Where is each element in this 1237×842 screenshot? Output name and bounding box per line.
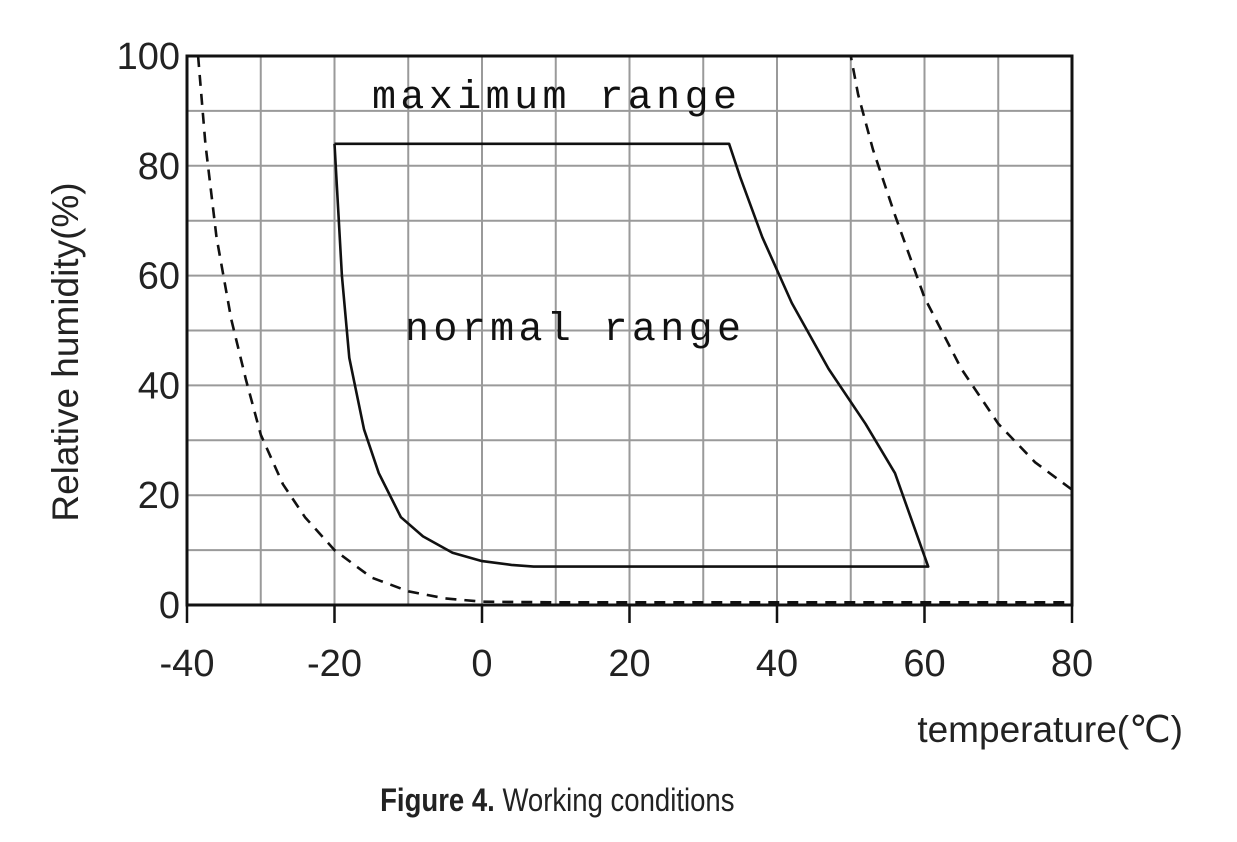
figure-caption: Figure 4. Working conditions — [78, 782, 1037, 819]
maximum-range-boundary-0 — [196, 55, 1072, 604]
maximum-range-label: maximum range — [372, 76, 737, 121]
maximum-range-boundary-1 — [198, 54, 1073, 491]
x-axis-title: temperature(℃) — [917, 709, 1183, 750]
x-tick-label: -20 — [307, 643, 362, 685]
caption-text: Working conditions — [494, 782, 735, 818]
caption-figure-number: Figure 4. — [380, 782, 495, 818]
ticks: -40 -20 0 20 40 60 80 0 20 40 60 80 100 — [117, 36, 1094, 685]
x-tick-label: 60 — [903, 643, 945, 685]
y-tick-label: 0 — [159, 585, 180, 627]
normal-range-boundary — [333, 142, 930, 568]
x-tick-label: 20 — [608, 643, 650, 685]
x-tick-label: 80 — [1051, 643, 1093, 685]
x-tick-label: -40 — [160, 643, 215, 685]
x-tick-label: 0 — [471, 643, 492, 685]
y-tick-label: 80 — [138, 146, 180, 188]
grid — [187, 56, 1072, 605]
y-tick-label: 60 — [138, 256, 180, 298]
x-tick-label: 40 — [756, 643, 798, 685]
y-tick-label: 40 — [138, 365, 180, 407]
y-axis-title: Relative humidity(%) — [45, 182, 86, 521]
y-tick-label: 100 — [117, 36, 180, 78]
series-layer — [196, 54, 1074, 604]
y-tick-label: 20 — [138, 475, 180, 517]
